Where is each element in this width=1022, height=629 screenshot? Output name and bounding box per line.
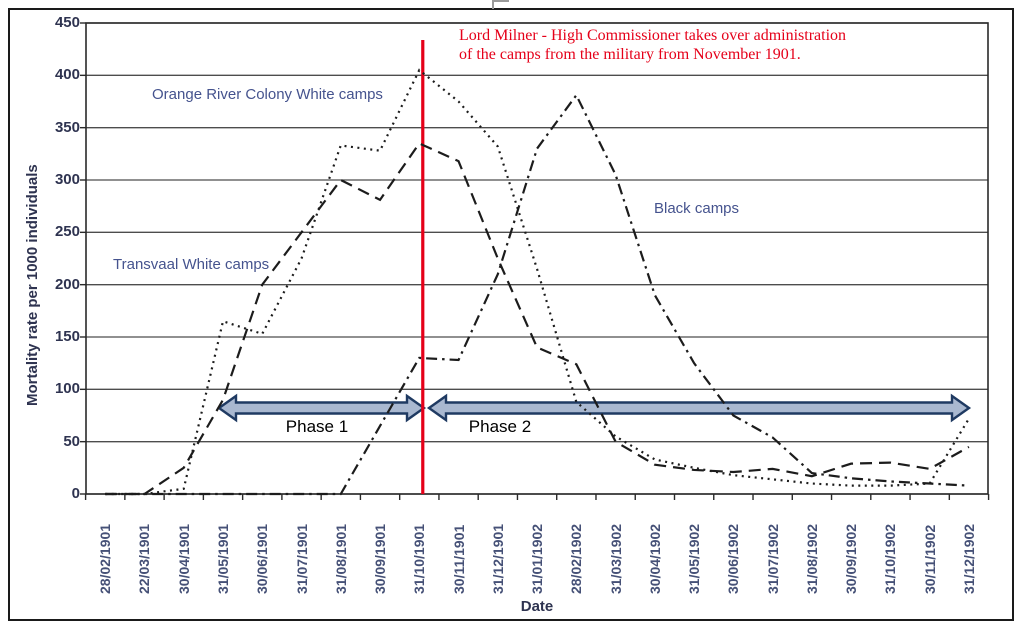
x-tick-label-31-12-1901: 31/12/1901 bbox=[489, 523, 506, 594]
phase1-label: Phase 1 bbox=[285, 417, 349, 436]
x-tick-label-31-10-1902: 31/10/1902 bbox=[882, 523, 899, 594]
phase2-label: Phase 2 bbox=[468, 417, 532, 436]
x-tick-label-31-03-1902: 31/03/1902 bbox=[607, 523, 624, 594]
x-tick-label-31-10-1901: 31/10/1901 bbox=[411, 523, 428, 594]
x-tick-label-31-08-1902: 31/08/1902 bbox=[803, 523, 820, 594]
milner-annotation: Lord Milner - High Commissioner takes ov… bbox=[459, 26, 846, 64]
series-line-dotted bbox=[105, 68, 970, 496]
y-tick-label-200: 200 bbox=[54, 275, 80, 293]
y-axis-title: Mortality rate per 1000 individuals bbox=[24, 164, 41, 406]
series-line-dash-dot bbox=[105, 93, 969, 496]
x-tick-label-31-07-1901: 31/07/1901 bbox=[293, 523, 310, 594]
x-tick-label-31-12-1902: 31/12/1902 bbox=[960, 523, 977, 594]
series-label-transvaal: Transvaal White camps bbox=[113, 256, 270, 273]
milner-annotation-line2: of the camps from the military from Nove… bbox=[459, 46, 801, 63]
x-tick-label-30-11-1902: 30/11/1902 bbox=[921, 524, 938, 594]
x-tick-label-22-03-1901: 22/03/1901 bbox=[136, 523, 153, 594]
series-label-orange-river-colony: Orange River Colony White camps bbox=[152, 86, 383, 103]
phase2-arrow bbox=[426, 393, 972, 423]
x-tick-label-31-07-1902: 31/07/1902 bbox=[764, 523, 781, 594]
plot-border bbox=[85, 22, 989, 495]
x-axis-title: Date bbox=[520, 598, 554, 615]
figure-border bbox=[8, 8, 1014, 621]
x-tick-label-30-06-1901: 30/06/1901 bbox=[254, 523, 271, 594]
y-tick-label-250: 250 bbox=[54, 223, 80, 241]
y-tick-label-100: 100 bbox=[54, 380, 80, 398]
x-tick-label-28-02-1902: 28/02/1902 bbox=[568, 523, 585, 594]
x-tick-label-31-01-1902: 31/01/1902 bbox=[529, 523, 546, 594]
y-tick-label-0: 0 bbox=[71, 485, 80, 502]
x-tick-label-30-09-1902: 30/09/1902 bbox=[843, 523, 860, 594]
series-label-black-camps: Black camps bbox=[654, 200, 740, 217]
y-tick-label-50: 50 bbox=[63, 432, 80, 450]
x-tick-label-30-09-1901: 30/09/1901 bbox=[372, 523, 389, 594]
series-line-dashed bbox=[105, 141, 970, 496]
x-tick-label-30-11-1901: 30/11/1901 bbox=[450, 524, 467, 594]
x-tick-label-31-08-1901: 31/08/1901 bbox=[332, 523, 349, 594]
x-tick-label-31-05-1901: 31/05/1901 bbox=[214, 523, 231, 594]
y-tick-label-350: 350 bbox=[54, 118, 80, 136]
y-tick-label-300: 300 bbox=[54, 171, 80, 188]
scan-artifact-mark bbox=[492, 0, 509, 9]
x-tick-label-30-06-1902: 30/06/1902 bbox=[725, 523, 742, 594]
x-tick-label-31-05-1902: 31/05/1902 bbox=[686, 523, 703, 594]
x-tick-label-30-04-1902: 30/04/1902 bbox=[646, 523, 663, 594]
y-tick-label-450: 450 bbox=[54, 14, 80, 31]
y-tick-label-400: 400 bbox=[54, 66, 80, 84]
x-tick-label-28-02-1901: 28/02/1901 bbox=[97, 523, 114, 594]
y-tick-label-150: 150 bbox=[54, 328, 80, 345]
x-tick-label-30-04-1901: 30/04/1901 bbox=[175, 523, 192, 594]
milner-annotation-line1: Lord Milner - High Commissioner takes ov… bbox=[459, 27, 847, 44]
